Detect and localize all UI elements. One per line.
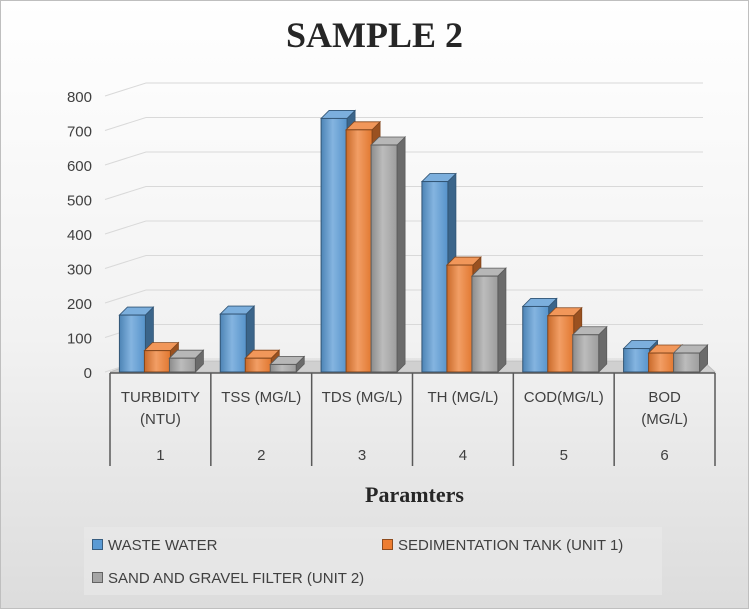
y-tick-label: 800 bbox=[67, 89, 92, 106]
x-tick-index-label: 6 bbox=[660, 447, 668, 464]
y-tick-label: 700 bbox=[67, 124, 92, 141]
x-tick-index-label: 3 bbox=[358, 447, 366, 464]
gridline bbox=[104, 117, 703, 131]
bar bbox=[244, 357, 272, 373]
legend-swatch-sand-gravel-filter bbox=[92, 572, 103, 583]
x-tick-label: TH (MG/L) bbox=[428, 389, 499, 406]
x-tick-label: (MG/L) bbox=[641, 411, 688, 428]
gridline bbox=[104, 151, 703, 166]
gridline bbox=[104, 186, 703, 200]
legend-item-sedimentation-tank: SEDIMENTATION TANK (UNIT 1) bbox=[382, 537, 623, 554]
x-axis-label: Paramters bbox=[365, 482, 464, 507]
x-tick-label: COD(MG/L) bbox=[524, 389, 604, 406]
bar bbox=[345, 129, 373, 373]
bar bbox=[370, 144, 398, 373]
x-tick-label: TURBIDITY bbox=[121, 389, 200, 406]
y-tick-label: 500 bbox=[67, 193, 92, 210]
x-tick-index-label: 4 bbox=[459, 447, 467, 464]
legend-swatch-waste-water bbox=[92, 539, 103, 550]
legend-swatch-sedimentation-tank bbox=[382, 539, 393, 550]
bar bbox=[219, 313, 247, 373]
legend-item-sand-gravel-filter: SAND AND GRAVEL FILTER (UNIT 2) bbox=[92, 570, 364, 587]
y-tick-label: 100 bbox=[67, 331, 92, 348]
y-tick-label: 600 bbox=[67, 158, 92, 175]
chart-title: SAMPLE 2 bbox=[285, 15, 463, 55]
bar bbox=[421, 181, 449, 373]
x-tick-label: BOD bbox=[648, 389, 681, 406]
gridline bbox=[104, 255, 703, 269]
bar bbox=[572, 334, 600, 373]
bar bbox=[143, 350, 171, 373]
gridline bbox=[104, 82, 703, 97]
bar bbox=[118, 314, 146, 373]
x-tick-label: TSS (MG/L) bbox=[221, 389, 301, 406]
bar bbox=[471, 275, 499, 373]
x-tick-index-label: 1 bbox=[156, 447, 164, 464]
legend-label-waste-water: WASTE WATER bbox=[108, 537, 218, 554]
bar bbox=[446, 264, 474, 373]
gridline bbox=[104, 289, 703, 304]
bar bbox=[269, 363, 297, 373]
legend: WASTE WATER SEDIMENTATION TANK (UNIT 1) … bbox=[84, 527, 662, 595]
legend-item-waste-water: WASTE WATER bbox=[92, 537, 217, 554]
x-tick-label: (NTU) bbox=[140, 411, 181, 428]
y-tick-label: 300 bbox=[67, 262, 92, 279]
bar bbox=[320, 117, 348, 373]
legend-label-sedimentation-tank: SEDIMENTATION TANK (UNIT 1) bbox=[398, 537, 624, 554]
bar-side bbox=[396, 136, 406, 373]
bar-side bbox=[497, 267, 507, 373]
gridline bbox=[104, 220, 703, 235]
y-tick-label: 0 bbox=[84, 365, 92, 382]
x-tick-label: TDS (MG/L) bbox=[322, 389, 403, 406]
bar bbox=[168, 357, 196, 373]
bar bbox=[673, 352, 701, 373]
y-tick-label: 200 bbox=[67, 296, 92, 313]
bar bbox=[623, 348, 651, 373]
bar bbox=[547, 315, 575, 373]
y-tick-label: 400 bbox=[67, 227, 92, 244]
bar bbox=[522, 305, 550, 373]
bar bbox=[648, 352, 676, 373]
x-tick-index-label: 2 bbox=[257, 447, 265, 464]
legend-label-sand-gravel-filter: SAND AND GRAVEL FILTER (UNIT 2) bbox=[108, 570, 365, 587]
x-tick-index-label: 5 bbox=[560, 447, 568, 464]
